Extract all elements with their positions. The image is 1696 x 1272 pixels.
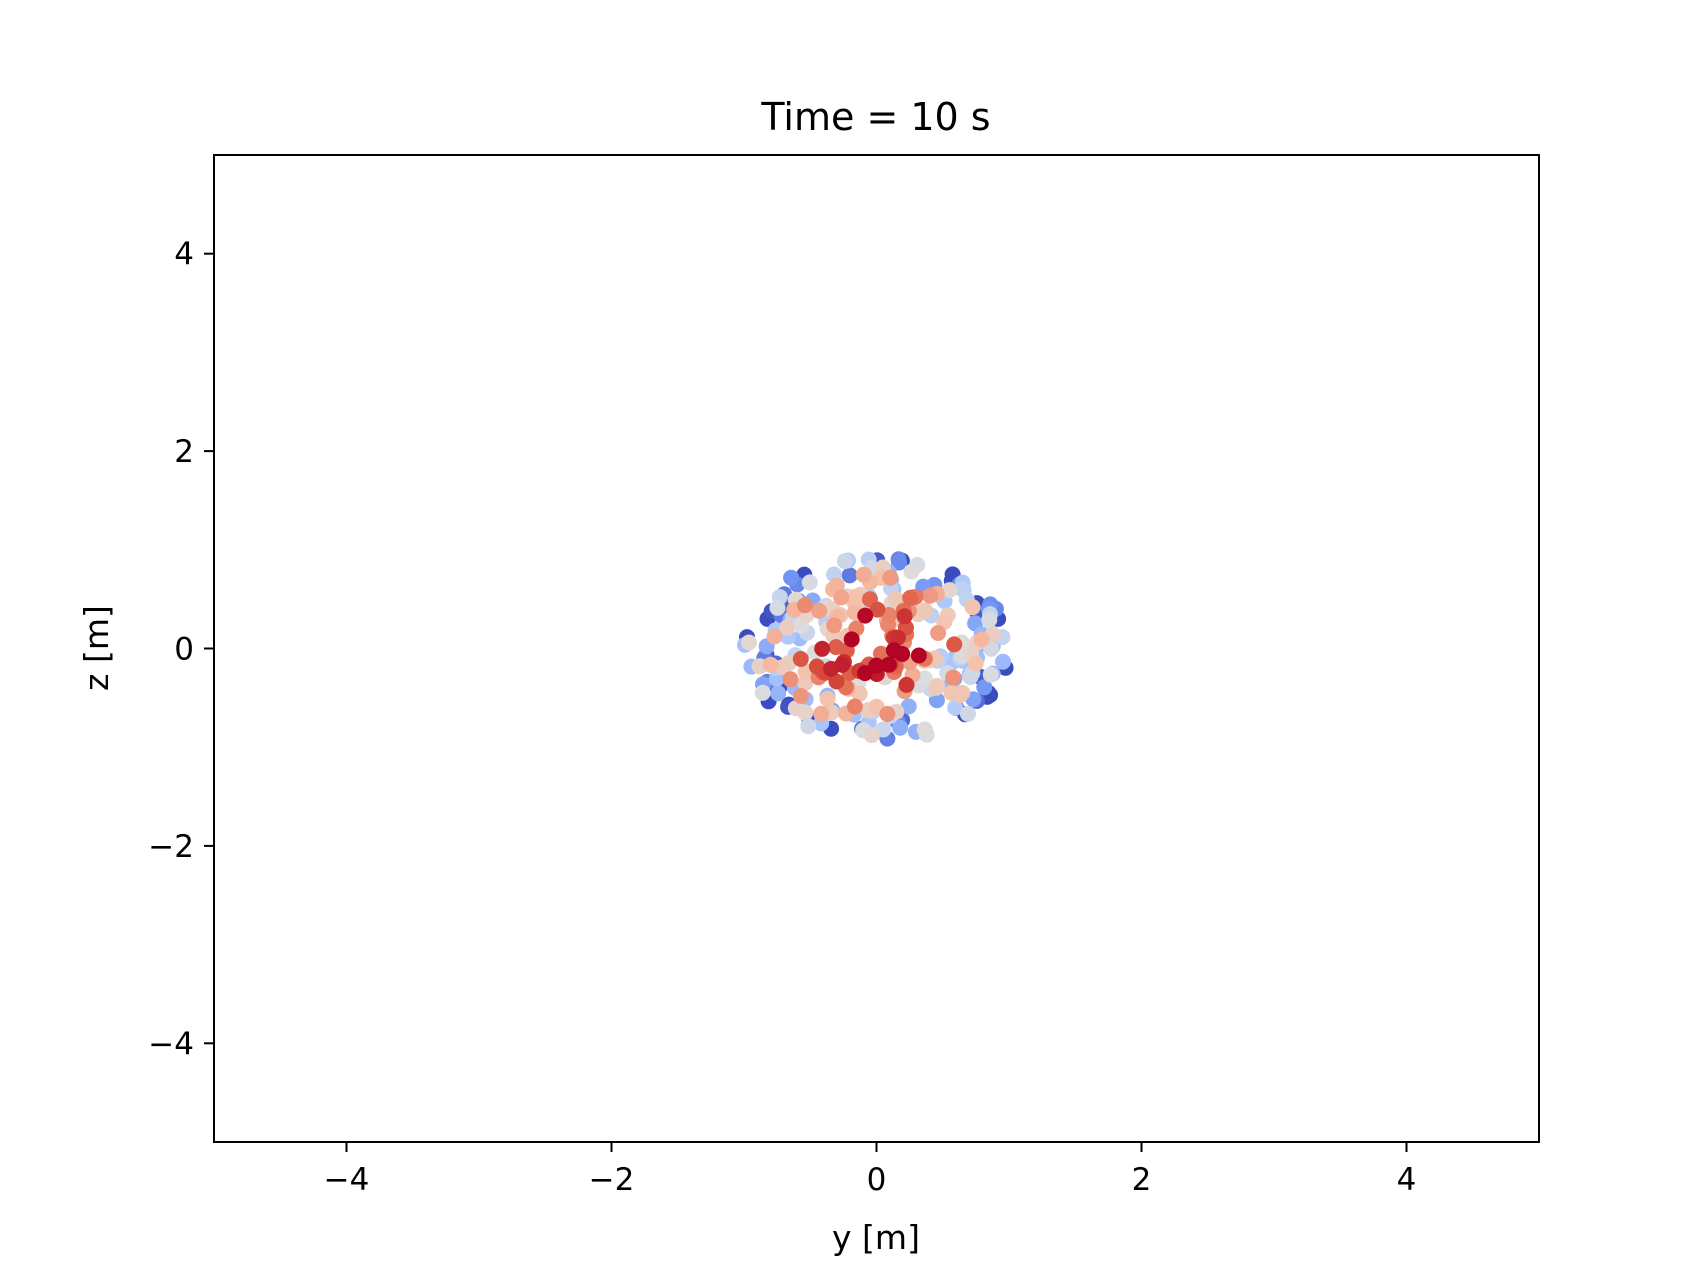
scatter-point	[813, 705, 830, 722]
scatter-point	[754, 684, 771, 701]
scatter-point	[943, 684, 960, 701]
scatter-point	[900, 698, 917, 715]
scatter-point	[894, 645, 911, 662]
y-tick-label: 2	[174, 434, 194, 470]
scatter-point	[826, 617, 843, 634]
scatter-point	[836, 553, 853, 570]
scatter-point	[903, 563, 920, 580]
y-tick-label: −2	[148, 829, 194, 865]
scatter-point	[811, 602, 828, 619]
scatter-point	[959, 705, 976, 722]
scatter-point	[801, 574, 818, 591]
scatter-point	[770, 685, 787, 702]
scatter-point	[945, 669, 962, 686]
scatter-point	[947, 699, 964, 716]
scatter-point	[910, 647, 927, 664]
scatter-point	[841, 567, 858, 584]
scatter-point	[769, 599, 786, 616]
x-tick-label: 2	[1132, 1162, 1152, 1198]
scatter-point	[857, 665, 873, 682]
y-tick-label: 4	[174, 237, 194, 273]
x-axis-label: y [m]	[832, 1218, 920, 1257]
scatter-point	[846, 698, 863, 715]
scatter-point	[967, 655, 984, 672]
scatter-point	[797, 675, 814, 691]
x-axis: −4 −2 0 2 4	[324, 1142, 1417, 1198]
y-axis: −4 −2 0 2 4	[148, 237, 214, 1062]
scatter-point	[869, 601, 886, 618]
scatter-point	[930, 625, 947, 641]
scatter-point	[762, 656, 779, 673]
scatter-point	[782, 671, 799, 688]
scatter-point	[880, 656, 897, 673]
plot-area	[213, 154, 1540, 1143]
scatter-point	[792, 688, 809, 704]
scatter-point	[863, 727, 880, 744]
scatter-point	[896, 608, 913, 625]
scatter-point	[766, 628, 783, 645]
scatter-point	[774, 659, 791, 676]
scatter-point	[916, 670, 933, 687]
scatter-point	[916, 721, 933, 738]
scatter-point	[868, 657, 885, 674]
scatter-point	[814, 640, 831, 657]
scatter-point	[882, 569, 899, 586]
scatter-point	[898, 676, 915, 693]
scatter-point	[819, 690, 836, 707]
scatter-point	[916, 602, 933, 619]
x-tick-label: 0	[867, 1162, 887, 1198]
y-tick-label: 0	[174, 632, 194, 668]
scatter-point	[741, 634, 757, 651]
scatter-point	[995, 653, 1011, 670]
y-axis-label: z [m]	[77, 605, 116, 691]
scatter-point	[964, 599, 981, 616]
scatter-point	[889, 629, 906, 646]
scatter-point	[973, 631, 990, 648]
scatter-point	[928, 679, 945, 696]
scatter-point	[892, 719, 909, 736]
scatter-point	[843, 631, 860, 648]
scatter-point	[888, 590, 904, 607]
scatter-point	[946, 636, 963, 653]
x-tick-label: 4	[1397, 1162, 1417, 1198]
chart-title: Time = 10 s	[760, 95, 990, 139]
y-tick-label: −4	[148, 1026, 194, 1062]
scatter-point	[834, 656, 851, 673]
scatter-points	[737, 551, 1014, 747]
x-tick-label: −2	[589, 1162, 635, 1198]
scatter-point	[976, 679, 993, 696]
scatter-point	[891, 554, 908, 571]
scatter-point	[828, 673, 845, 690]
scatter-point	[982, 666, 999, 683]
scatter-point	[800, 718, 817, 735]
scatter-point	[855, 566, 872, 583]
scatter-point	[879, 706, 896, 722]
scatter-point	[792, 651, 809, 667]
scatter-point	[981, 611, 998, 628]
scatter-point	[797, 704, 814, 721]
scatter-point	[902, 589, 919, 606]
scatter-point	[783, 569, 800, 586]
scatter-point	[797, 597, 813, 614]
scatter-point	[922, 587, 939, 604]
scatter-point	[833, 589, 850, 606]
scatter-point	[778, 619, 795, 636]
scatter-point	[941, 582, 958, 599]
x-tick-label: −4	[324, 1162, 370, 1198]
scatter-point	[857, 607, 874, 624]
